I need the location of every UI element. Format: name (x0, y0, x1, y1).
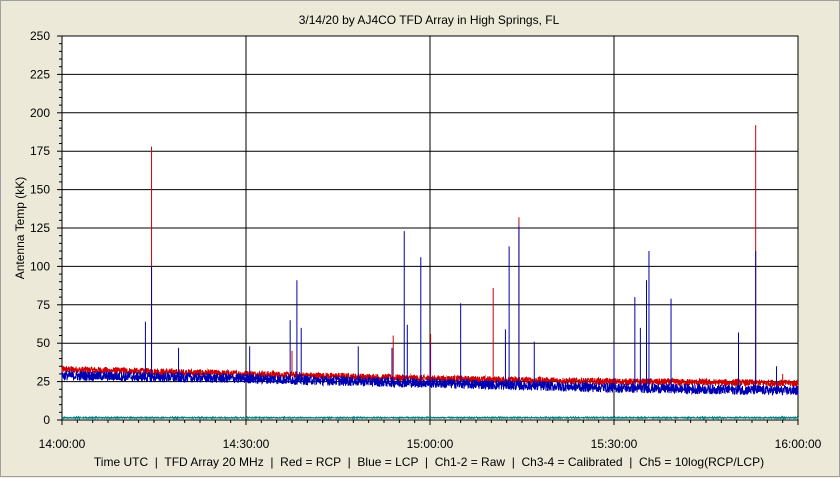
y-tick-label: 200 (30, 106, 50, 120)
series-lcp-trace (61, 370, 799, 396)
x-tick-label: 15:30:00 (591, 437, 638, 451)
y-axis-label: Antenna Temp (kK) (13, 177, 27, 280)
y-tick-label: 50 (37, 336, 51, 350)
y-tick-label: 225 (30, 67, 50, 81)
y-tick-label: 0 (43, 413, 50, 427)
y-tick-label: 25 (37, 375, 51, 389)
series-ch5 (61, 415, 799, 421)
x-tick-label: 16:00:00 (775, 437, 822, 451)
x-tick-label: 14:30:00 (223, 437, 270, 451)
y-tick-label: 125 (30, 221, 50, 235)
y-tick-label: 250 (30, 29, 50, 43)
series-layer (61, 125, 799, 421)
x-axis-caption: Time UTC | TFD Array 20 MHz | Red = RCP … (94, 455, 764, 469)
x-tick-label: 15:00:00 (407, 437, 454, 451)
x-tick-labels: 14:00:00 14:30:00 15:00:00 15:30:00 16:00:00 (39, 437, 822, 451)
y-tick-label: 75 (37, 298, 51, 312)
y-tick-label: 100 (30, 259, 50, 273)
x-tick-label: 14:00:00 (39, 437, 86, 451)
y-tick-label: 175 (30, 144, 50, 158)
y-tick-labels: 0 25 50 75 100 125 150 175 200 225 250 (30, 29, 50, 427)
chart-title: 3/14/20 by AJ4CO TFD Array in High Sprin… (299, 13, 560, 27)
series-ch5-trace (61, 415, 799, 421)
series-lcp (61, 226, 799, 396)
y-tick-label: 150 (30, 183, 50, 197)
